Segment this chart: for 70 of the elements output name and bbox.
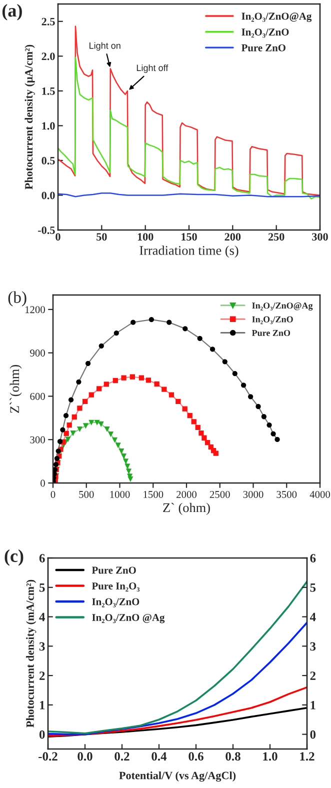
x-tick-label: 0 <box>56 233 60 241</box>
y-axis-title: Z``(ohm) <box>10 365 22 413</box>
x-tick-label: 100 <box>138 233 154 241</box>
y-tick-label: 2.5 <box>42 18 55 26</box>
y-tick-label: 6 <box>39 554 45 562</box>
x-tick-label: 50 <box>96 233 107 241</box>
legend-label: Pure ZnO <box>252 330 290 336</box>
y-tick-label: 1 <box>40 701 45 710</box>
y-tick-label: 0.0 <box>42 192 55 200</box>
y-tick-label: 900 <box>30 350 45 357</box>
y-tick-label: 0 <box>39 730 45 739</box>
y2-tick-label: 5 <box>310 584 316 592</box>
x-tick-label: 0.4 <box>152 752 167 761</box>
y-tick-label: 1200 <box>25 306 45 314</box>
x-tick-label: 500 <box>79 490 94 498</box>
legend-label: In₂O₃/ZnO <box>92 598 140 608</box>
legend-label: Pure ZnO <box>92 566 136 574</box>
x-tick-label: 0.8 <box>226 752 240 761</box>
y-tick-label: 1.5 <box>42 87 55 95</box>
y-tick-label: -0.5 <box>38 226 55 234</box>
y-tick-label: 5 <box>39 584 45 592</box>
x-tick-label: -0.2 <box>38 752 58 761</box>
x-tick-label: 0.2 <box>114 752 130 761</box>
y-tick-label: 1.0 <box>42 122 55 130</box>
x-tick-label: 2500 <box>210 490 230 498</box>
y-tick-label: 4 <box>39 612 45 622</box>
annotation: Light on <box>90 42 120 51</box>
x-tick-label: 2000 <box>176 490 197 498</box>
x-tick-label: 0.0 <box>78 752 92 761</box>
x-tick-label: 1.2 <box>300 752 314 761</box>
annotation: Light off <box>136 64 168 73</box>
x-tick-label: 200 <box>224 233 241 241</box>
x-tick-label: 250 <box>268 233 284 241</box>
legend-label: In₂O₃/ZnO <box>252 316 293 324</box>
legend-label: In₂O₃/ZnO <box>242 28 289 38</box>
chart-title: (b) <box>8 291 26 306</box>
x-axis-title: Potential/V (vs Ag/AgCl) <box>119 771 236 782</box>
x-axis-title: Z` (ohm) <box>163 502 210 515</box>
x-tick-label: 300 <box>312 233 328 241</box>
x-tick-label: 1.0 <box>263 752 278 761</box>
chart-title: (c) <box>4 549 24 566</box>
y-axis-title: Photocurrent density (mA/cm²) <box>26 580 36 728</box>
y-tick-label: 0.5 <box>42 156 55 164</box>
y-tick-label: 600 <box>30 392 45 400</box>
x-axis-title: Irradiation time (s) <box>140 246 238 258</box>
y-tick-label: 0 <box>40 480 45 487</box>
y-tick-label: 2 <box>40 672 45 680</box>
y2-tick-label: 1 <box>310 701 316 710</box>
x-tick-label: 150 <box>182 233 197 241</box>
y-tick-label: 3 <box>39 642 45 651</box>
y-axis-title: Photocurrent density (μA/cm²) <box>24 44 35 190</box>
y2-tick-label: 2 <box>310 672 316 680</box>
legend-label: Pure In₂O₃ <box>92 582 140 592</box>
x-tick-label: 3000 <box>243 490 264 498</box>
x-tick-label: 1500 <box>144 490 164 498</box>
y-tick-label: 300 <box>30 436 45 444</box>
x-tick-label: 0.6 <box>188 752 204 761</box>
y2-tick-label: 0 <box>310 730 316 739</box>
y-tick-label: 2.0 <box>42 52 55 60</box>
y2-tick-label: 3 <box>310 642 316 651</box>
legend-label: In₂O₃/ZnO @Ag <box>92 614 165 624</box>
legend-label: In₂O₃/ZnO@Ag <box>252 302 313 311</box>
legend-label: Pure ZnO <box>241 44 286 52</box>
y2-tick-label: 4 <box>310 612 316 622</box>
legend-label: In₂O₃/ZnO@Ag <box>242 12 312 22</box>
chart-title: (a) <box>2 4 22 20</box>
x-tick-label: 3500 <box>276 490 297 498</box>
x-tick-label: 1000 <box>110 490 130 498</box>
x-tick-label: 4000 <box>310 490 330 498</box>
y2-tick-label: 6 <box>310 554 316 562</box>
